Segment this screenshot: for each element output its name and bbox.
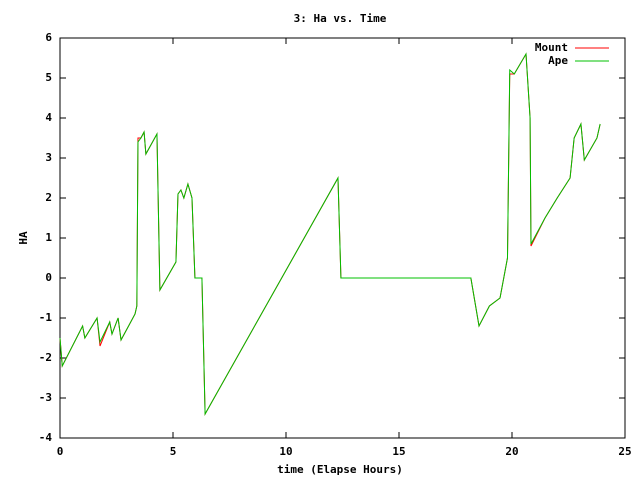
plot-frame [59, 37, 626, 439]
y-tick-label: -2 [39, 351, 52, 364]
x-tick-label: 5 [170, 445, 177, 458]
y-tick-label: 1 [45, 231, 52, 244]
y-axis-label: HA [17, 231, 30, 245]
y-tick-label: 6 [45, 31, 52, 44]
chart-title: 3: Ha vs. Time [294, 12, 387, 25]
y-tick-label: -3 [39, 391, 52, 404]
y-tick-label: 3 [45, 151, 52, 164]
y-tick-label: 4 [45, 111, 52, 124]
y-tick-label: 5 [45, 71, 52, 84]
y-tick-label: -4 [39, 431, 53, 444]
legend-label: Mount [535, 41, 568, 54]
x-axis-label: time (Elapse Hours) [277, 463, 403, 476]
y-tick-label: -1 [39, 311, 53, 324]
series-line [59, 52, 601, 416]
x-tick-label: 15 [392, 445, 405, 458]
x-tick-label: 0 [57, 445, 64, 458]
x-tick-label: 10 [279, 445, 292, 458]
x-tick-label: 25 [618, 445, 631, 458]
legend-label: Ape [548, 54, 568, 67]
series-line [59, 52, 601, 416]
x-tick-label: 20 [505, 445, 518, 458]
y-tick-label: 0 [45, 271, 52, 284]
y-tick-label: 2 [45, 191, 52, 204]
